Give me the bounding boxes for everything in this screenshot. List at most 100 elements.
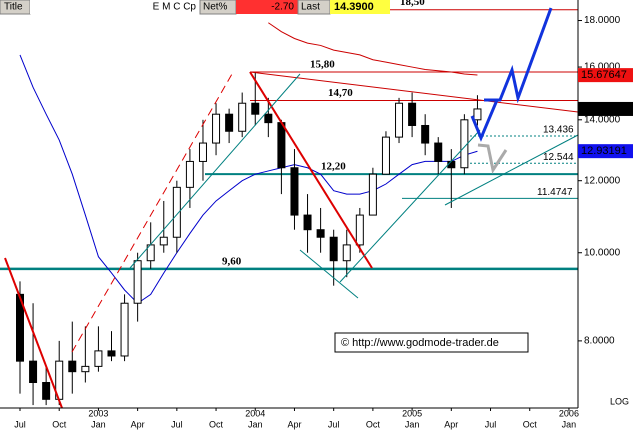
x-tick-label: Apr <box>444 419 458 429</box>
trend-lines <box>4 7 579 409</box>
x-year-label: 2003 <box>88 408 108 418</box>
x-tick-label: Jul <box>171 419 183 429</box>
trend-line <box>339 129 481 283</box>
y-tick-label: 12.0000 <box>584 175 621 186</box>
candle-body <box>225 113 234 132</box>
source-frame <box>334 332 529 353</box>
trend-line <box>444 134 579 206</box>
price-marker <box>578 101 633 116</box>
candle-body <box>290 167 299 216</box>
candle-body <box>120 302 129 357</box>
header-net: -2.70 <box>271 2 294 13</box>
trend-line <box>129 73 301 269</box>
y-tick-label: 14.0000 <box>584 114 621 125</box>
x-year-label: 2004 <box>245 408 265 418</box>
x-tick-label: Oct <box>209 419 224 429</box>
candle-body <box>395 102 404 138</box>
price-marker-label: 14.3900 <box>581 103 621 115</box>
candle-body <box>421 124 430 144</box>
x-tick-label: Oct <box>523 419 538 429</box>
level-label: 12,20 <box>321 161 346 173</box>
header-cell <box>236 0 298 14</box>
alt-forecast-path <box>477 143 508 174</box>
x-tick-label: Jan <box>248 419 263 429</box>
price-marker <box>578 144 633 159</box>
candle-body <box>81 365 90 373</box>
candle-body <box>381 136 390 175</box>
x-year-label: 2006 <box>559 408 579 418</box>
moving-average <box>268 22 478 76</box>
level-label: 9,60 <box>222 255 242 267</box>
candle-body <box>68 360 77 373</box>
y-tick-label: 10.0000 <box>584 247 621 258</box>
candle-body <box>434 142 443 162</box>
forecast-path <box>470 7 553 142</box>
header-cell <box>330 0 390 14</box>
candle-body <box>94 350 103 367</box>
target-label: 13.436 <box>543 125 574 136</box>
moving-average <box>19 54 478 304</box>
candle-body <box>185 160 194 188</box>
level-label: 14,70 <box>328 87 353 99</box>
header-bar: Title E M C Cp Net% -2.70 Last 14.3900 <box>0 0 390 15</box>
candle-body <box>408 102 417 126</box>
candle-body <box>447 160 456 169</box>
candle-body <box>368 173 377 216</box>
scale-note: LOG <box>610 396 629 406</box>
price-marker <box>578 68 633 83</box>
target-label: 11.4747 <box>537 187 573 198</box>
candle-body <box>133 260 142 304</box>
trend-line <box>4 257 63 409</box>
x-tick-label: Apr <box>287 419 301 429</box>
x-tick-label: Jul <box>14 419 26 429</box>
header-label: Last <box>301 2 320 13</box>
trend-line <box>299 249 359 299</box>
candle-body <box>238 102 247 132</box>
x-tick-label: Jul <box>328 419 340 429</box>
x-tick-label: Jan <box>91 419 106 429</box>
candle-body <box>264 113 273 124</box>
trend-line <box>249 71 579 113</box>
level-label: 18,50 <box>400 0 425 8</box>
x-tick-label: Oct <box>52 419 67 429</box>
candle-body <box>159 236 168 246</box>
candle-body <box>277 122 286 169</box>
header-label: Net% <box>203 2 228 13</box>
x-tick-label: Apr <box>131 419 145 429</box>
price-marker-label: 12.93191 <box>581 145 627 157</box>
x-year-label: 2005 <box>402 408 422 418</box>
y-tick-label: 16.0000 <box>584 62 621 73</box>
level-label: 15,80 <box>310 59 335 71</box>
source-box: © http://www.godmode-trader.de <box>334 332 529 353</box>
candle-body <box>316 229 325 238</box>
candle-body <box>107 350 116 357</box>
candle-body <box>42 382 51 400</box>
x-tick-label: Oct <box>366 419 381 429</box>
header-cell <box>30 0 200 14</box>
candle-body <box>212 113 221 144</box>
candle-body <box>473 108 482 121</box>
header-title: Title <box>4 2 23 13</box>
plot-area: 18,50 15,80 14,70 12,20 9,60 13.436 12.544 11.4… <box>0 0 578 406</box>
header-name: E M C Cp <box>153 2 197 13</box>
candle-body <box>251 102 260 115</box>
candle-body <box>29 360 38 384</box>
trend-line <box>249 71 373 269</box>
price-marker-label: 15.67647 <box>581 69 627 81</box>
trend-line <box>71 73 233 353</box>
candle-body <box>355 214 364 246</box>
target-label: 12.544 <box>543 152 574 163</box>
candle-body <box>198 142 207 162</box>
candle-body <box>342 244 351 262</box>
candle-body <box>303 214 312 231</box>
x-tick-label: Jan <box>405 419 420 429</box>
x-tick-label: Jul <box>485 419 497 429</box>
source: © http://www.godmode-trader.de <box>341 337 499 349</box>
candle-body <box>16 293 24 362</box>
candle-body <box>329 236 338 262</box>
y-tick-label: 8.0000 <box>584 336 615 347</box>
header-last: 14.3900 <box>334 1 374 13</box>
y-tick-label: 18.0000 <box>584 15 621 26</box>
